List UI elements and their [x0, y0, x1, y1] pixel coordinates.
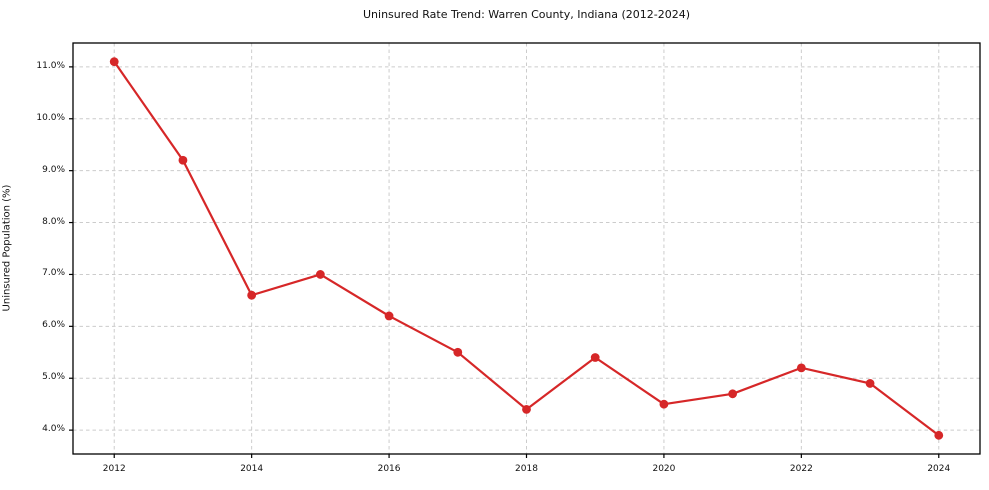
- y-tick-label: 5.0%: [42, 372, 65, 383]
- data-point-marker: [109, 57, 119, 67]
- x-tick-label: 2024: [927, 464, 951, 474]
- x-tick-label: 2014: [240, 464, 264, 474]
- data-point-marker: [796, 363, 806, 373]
- chart-title: Uninsured Rate Trend: Warren County, Ind…: [363, 8, 690, 21]
- plot-frame: [72, 42, 981, 455]
- x-tick-label: 2022: [789, 464, 813, 474]
- y-tick-label: 7.0%: [42, 268, 65, 279]
- y-tick-label: 9.0%: [42, 164, 65, 175]
- data-point-marker: [247, 290, 257, 300]
- data-point-marker: [659, 399, 669, 409]
- data-point-marker: [728, 389, 738, 399]
- data-point-marker: [865, 379, 875, 388]
- y-tick-label: 8.0%: [42, 216, 65, 227]
- tick-layer: [69, 66, 940, 458]
- data-point-marker: [178, 155, 188, 165]
- x-tick-label: 2012: [102, 464, 126, 474]
- x-tick-label: 2016: [377, 464, 401, 474]
- y-tick-label: 11.0%: [36, 60, 65, 71]
- data-point-marker: [590, 353, 600, 362]
- grid-layer: [73, 43, 980, 454]
- y-tick-label: 6.0%: [42, 320, 65, 331]
- data-point-marker: [522, 404, 531, 414]
- x-tick-label: 2018: [515, 464, 538, 474]
- y-tick-label: 4.0%: [42, 424, 65, 435]
- data-point-marker: [934, 430, 944, 440]
- data-point-marker: [384, 311, 394, 321]
- frame-layer: [72, 42, 981, 455]
- data-point-marker: [453, 347, 463, 357]
- y-tick-label: 10.0%: [36, 112, 65, 123]
- x-tick-label: 2020: [652, 464, 676, 474]
- series-layer: [109, 57, 944, 440]
- data-point-marker: [315, 270, 325, 279]
